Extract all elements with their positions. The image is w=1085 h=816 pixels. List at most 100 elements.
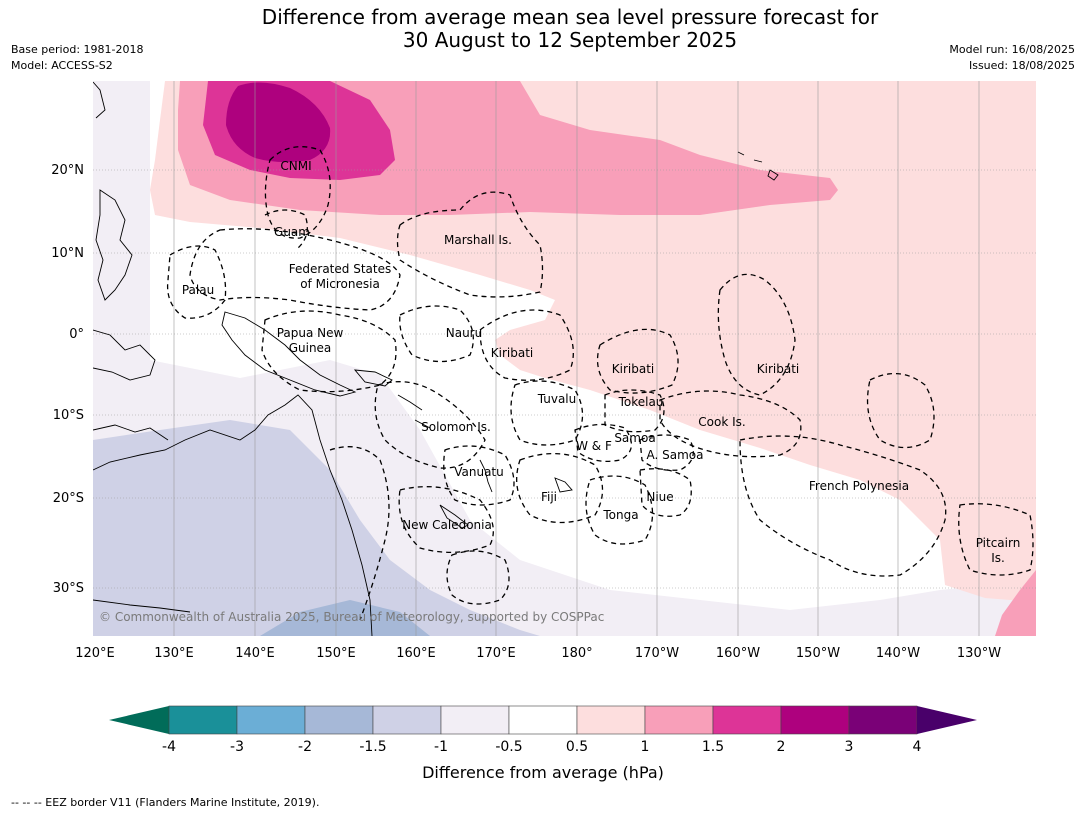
eez-palau [166, 245, 227, 319]
label-png-line2: Guinea [289, 341, 332, 355]
eez-samoa [574, 423, 632, 463]
label-fsm-line2: of Micronesia [300, 277, 380, 291]
colorbar-title: Difference from average (hPa) [422, 763, 664, 782]
colorbar-tick-label: -1.5 [359, 739, 386, 755]
borneo-sulawesi-coast [93, 329, 156, 381]
pressure-anomaly-field [93, 81, 1036, 636]
band-pos-2-to-3 [226, 82, 331, 163]
lon-label: 170°E [476, 646, 516, 661]
eez-norfolk [446, 550, 510, 605]
lon-axis-labels: 120°E 130°E 140°E 150°E 160°E 170°E 180°… [75, 646, 1001, 661]
lat-label: 0° [69, 327, 84, 342]
lon-label: 140°E [235, 646, 275, 661]
colorbar-tick-label: 0.5 [566, 739, 588, 755]
label-kiribati-central: Kiribati [612, 362, 654, 376]
eez-french-polynesia [739, 435, 947, 577]
new-zealand-coast [93, 599, 191, 613]
eez-pitcairn [958, 503, 1034, 576]
lon-label: 160°W [716, 646, 760, 661]
vanuatu-coast [479, 459, 493, 493]
lon-label: 120°E [75, 646, 115, 661]
label-tuvalu: Tuvalu [537, 392, 577, 406]
label-american-samoa: A. Samoa [647, 448, 704, 462]
australia-coast [93, 394, 373, 636]
label-french-polynesia: French Polynesia [809, 479, 909, 493]
lon-label: 180° [561, 646, 592, 661]
lat-label: 10°N [51, 246, 84, 261]
band-neg-1-to-1.5 [93, 420, 540, 636]
philippines-coast [95, 189, 133, 301]
colorbar-tick-label: 1 [641, 739, 650, 755]
label-cnmi: CNMI [280, 159, 311, 173]
lon-label: 130°E [154, 646, 194, 661]
label-png-line1: Papua New [277, 326, 344, 340]
colorbar-cell [372, 705, 442, 735]
taiwan-coast [93, 81, 106, 119]
model-run: Model run: 16/08/2025 [949, 43, 1075, 56]
solomon-coast [397, 394, 431, 429]
eez-tonga [585, 475, 654, 545]
title-line-2: 30 August to 12 September 2025 [402, 28, 738, 52]
label-new-caledonia: New Caledonia [402, 518, 492, 532]
label-palau: Palau [182, 283, 214, 297]
colorbar-tick-label: -0.5 [495, 739, 522, 755]
meta-left: Base period: 1981-2018 Model: ACCESS-S2 [11, 42, 143, 74]
colorbar-cell [576, 705, 646, 735]
band-pos-1-to-1.5-se [995, 570, 1036, 636]
lon-label: 170°W [635, 646, 679, 661]
colorbar-cell [168, 705, 238, 735]
lat-label: 10°S [53, 408, 84, 423]
eez-footnote: -- -- -- EEZ border V11 (Flanders Marine… [11, 796, 320, 809]
colorbar-over-arrow [917, 706, 977, 734]
coastlines [93, 81, 779, 636]
label-pitcairn-line1: Pitcairn [976, 536, 1021, 550]
eez-vanuatu [443, 445, 515, 506]
lon-label: 150°W [796, 646, 840, 661]
eez-marquesas [866, 373, 935, 449]
lon-label: 130°W [957, 646, 1001, 661]
colorbar-tick-label: 4 [913, 739, 922, 755]
label-fiji: Fiji [541, 490, 557, 504]
eez-tokelau [604, 389, 665, 433]
colorbar-tick-label: -2 [298, 739, 312, 755]
band-neg-1.5-to-2 [260, 600, 430, 636]
eez-cook [659, 390, 802, 458]
region-labels: CNMI Guam Marshall Is. Federated States … [182, 159, 1020, 565]
eez-kiribati-c [596, 328, 679, 394]
band-neg-1-to-1.5-patch [161, 482, 221, 518]
colorbar-cell [236, 705, 306, 735]
colorbar-cells [168, 705, 918, 735]
new-caledonia-coast [439, 504, 469, 529]
eez-cnmi [264, 146, 331, 239]
label-vanuatu: Vanuatu [454, 465, 504, 479]
lon-label: 140°W [876, 646, 920, 661]
label-tonga: Tonga [602, 508, 638, 522]
colorbar: -4 -3 -2 -1.5 -1 -0.5 0.5 1 1.5 2 3 4 Difference fr… [109, 705, 977, 782]
label-solomon: Solomon Is. [421, 420, 491, 434]
label-samoa: Samoa [614, 431, 655, 445]
new-guinea-coast [221, 311, 357, 397]
lat-axis-labels: 20°N 10°N 0° 10°S 20°S 30°S [51, 163, 84, 596]
band-neg-0.5-to-1-nw [93, 81, 125, 115]
australia-north-coast [93, 424, 169, 441]
label-kiribati-west: Kiribati [491, 346, 533, 360]
hawaii-coast [737, 151, 779, 181]
fiji-coast [554, 477, 573, 493]
colorbar-tick-label: -4 [162, 739, 176, 755]
label-kiribati-east: Kiribati [757, 362, 799, 376]
colorbar-tick-label: -1 [434, 739, 448, 755]
eez-fsm [189, 228, 401, 311]
copyright-notice: © Commonwealth of Australia 2025, Bureau… [99, 610, 604, 624]
eez-kiribati-e [717, 273, 796, 396]
eez-guam [264, 209, 308, 249]
colorbar-cell [644, 705, 714, 735]
lat-label: 20°N [51, 163, 84, 178]
lon-label: 150°E [316, 646, 356, 661]
label-nauru: Nauru [446, 326, 482, 340]
lat-label: 20°S [53, 491, 84, 506]
eez-marshall [396, 191, 544, 298]
colorbar-under-arrow [109, 706, 169, 734]
lon-label: 160°E [396, 646, 436, 661]
lat-label: 30°S [53, 581, 84, 596]
